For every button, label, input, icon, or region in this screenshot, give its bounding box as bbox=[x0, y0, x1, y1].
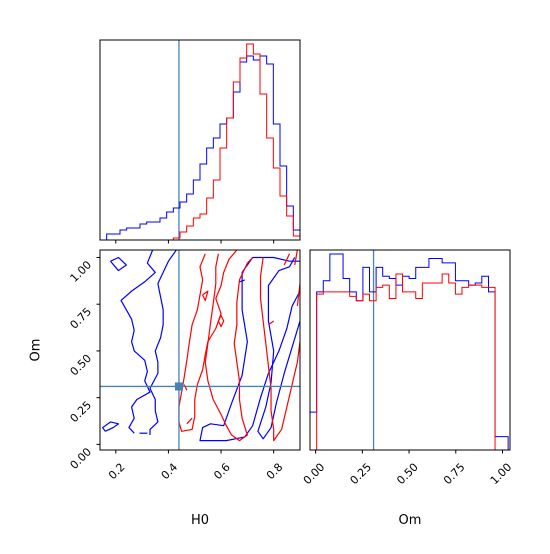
contour-blue-3 bbox=[257, 257, 300, 440]
truth-marker bbox=[174, 382, 183, 391]
h0-x-axis-label: H0 bbox=[191, 513, 209, 528]
contour-red-11 bbox=[294, 250, 298, 266]
contour-red-7 bbox=[178, 250, 238, 432]
joint-contours bbox=[102, 250, 300, 442]
contour-red-14 bbox=[202, 290, 209, 302]
contour-red-10 bbox=[283, 253, 291, 266]
contour-red-15 bbox=[217, 314, 225, 328]
om-y-axis-label: Om bbox=[29, 339, 44, 362]
contour-blue-0 bbox=[120, 250, 156, 434]
contour-red-8 bbox=[204, 253, 254, 442]
contour-red-17 bbox=[183, 384, 188, 391]
om-histogram-red bbox=[310, 273, 509, 451]
om-panel-frame bbox=[309, 249, 511, 451]
om-x-axis-label: Om bbox=[399, 513, 422, 528]
joint-panel-frame bbox=[99, 249, 301, 451]
contour-blue-18 bbox=[239, 279, 245, 283]
contour-blue-5 bbox=[110, 256, 127, 272]
contour-red-16 bbox=[186, 417, 193, 425]
contour-blue-4 bbox=[102, 421, 120, 432]
contour-blue-1 bbox=[149, 250, 177, 436]
h0-histogram-blue bbox=[100, 55, 301, 241]
h0-panel-frame bbox=[99, 39, 301, 241]
contour-red-9 bbox=[259, 257, 300, 442]
contour-red-13 bbox=[268, 320, 275, 326]
contour-blue-2 bbox=[199, 256, 300, 442]
